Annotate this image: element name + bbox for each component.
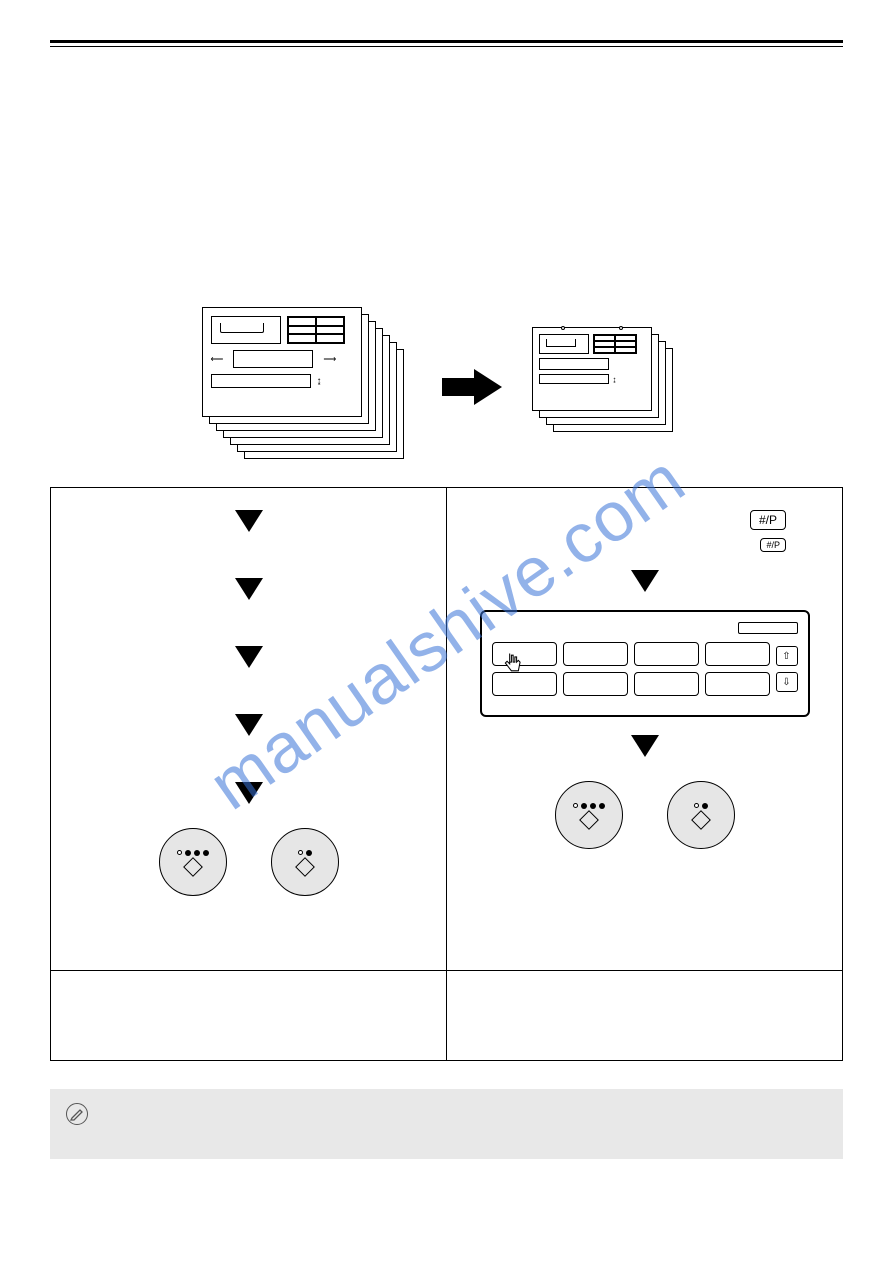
dot-icon <box>203 850 209 856</box>
panel-key[interactable] <box>705 642 770 666</box>
control-panel: ⇧ ⇩ <box>480 610 810 717</box>
up-arrow-icon: ⇧ <box>782 651 790 662</box>
bw-start-button[interactable] <box>667 781 735 849</box>
panel-key[interactable] <box>634 642 699 666</box>
panel-key[interactable] <box>634 672 699 696</box>
hash-p-button[interactable]: #/P <box>750 510 786 530</box>
dot-icon <box>599 803 605 809</box>
hero-illustration: ⟵ ⟶ ↨ <box>50 307 843 467</box>
note-box <box>50 1089 843 1159</box>
double-rule <box>50 40 843 47</box>
arrow-down-icon <box>235 714 263 736</box>
arrow-down-icon <box>235 646 263 668</box>
down-button[interactable]: ⇩ <box>776 672 798 692</box>
original-stack: ⟵ ⟶ ↨ <box>202 307 422 467</box>
up-button[interactable]: ⇧ <box>776 646 798 666</box>
arrow-down-icon <box>235 578 263 600</box>
dot-open-icon <box>694 803 699 808</box>
arrow-down-icon <box>631 570 659 592</box>
panel-display-slot <box>738 622 798 634</box>
down-arrow-icon: ⇩ <box>782 677 790 688</box>
panel-key[interactable] <box>563 642 628 666</box>
dot-icon <box>702 803 708 809</box>
right-procedure: #/P #/P <box>446 488 842 970</box>
panel-key[interactable] <box>705 672 770 696</box>
diamond-icon <box>691 810 711 830</box>
panel-key[interactable] <box>492 642 557 666</box>
dot-icon <box>194 850 200 856</box>
panel-key[interactable] <box>492 672 557 696</box>
dot-icon <box>590 803 596 809</box>
arrow-down-icon <box>235 782 263 804</box>
arrow-right-icon <box>474 369 502 405</box>
copy-stack: ↨ <box>532 327 692 447</box>
diamond-icon <box>579 810 599 830</box>
arrow-down-icon <box>235 510 263 532</box>
diamond-icon <box>295 857 315 877</box>
arrow-down-icon <box>631 735 659 757</box>
dot-open-icon <box>573 803 578 808</box>
diamond-icon <box>183 857 203 877</box>
color-start-button[interactable] <box>555 781 623 849</box>
dot-icon <box>306 850 312 856</box>
dot-open-icon <box>298 850 303 855</box>
procedure-grid: #/P #/P <box>50 487 843 971</box>
procedure-grid-footer <box>50 971 843 1061</box>
dot-open-icon <box>177 850 182 855</box>
note-icon <box>66 1103 88 1125</box>
left-procedure <box>51 488 446 970</box>
panel-key[interactable] <box>563 672 628 696</box>
dot-icon <box>185 850 191 856</box>
dot-icon <box>581 803 587 809</box>
color-start-button[interactable] <box>159 828 227 896</box>
hash-p-button-small[interactable]: #/P <box>760 538 786 552</box>
bw-start-button[interactable] <box>271 828 339 896</box>
